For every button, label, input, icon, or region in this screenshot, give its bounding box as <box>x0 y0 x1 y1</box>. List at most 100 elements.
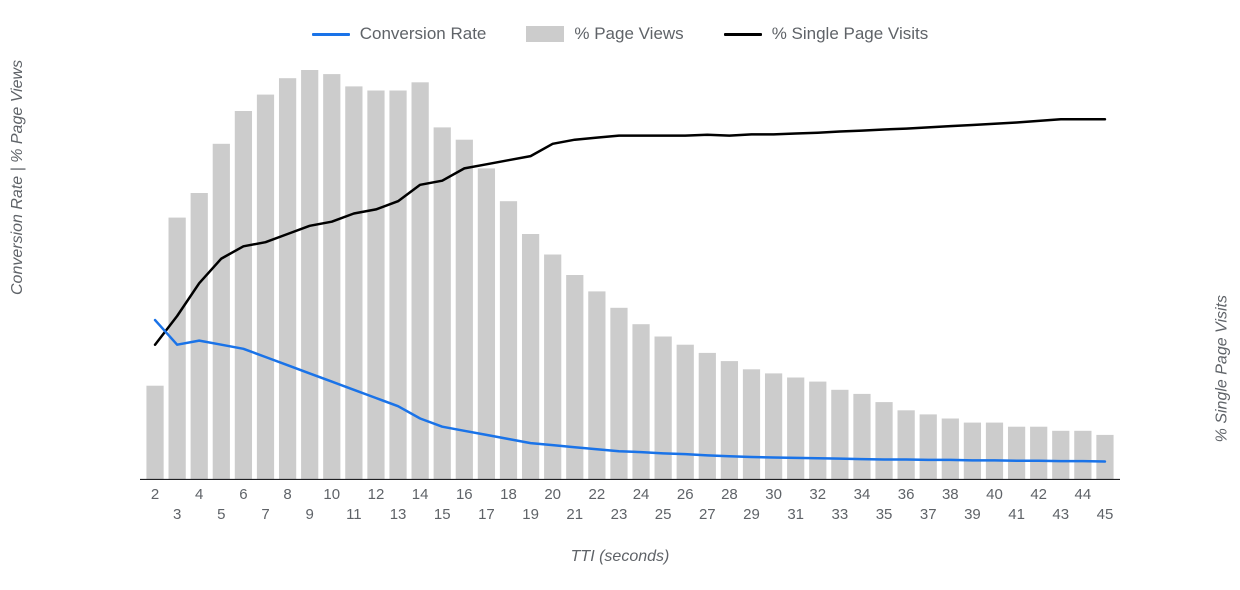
x-tick-label: 38 <box>942 486 959 503</box>
bar <box>1074 431 1091 480</box>
y-axis-label-left: Conversion Rate | % Page Views <box>9 60 27 295</box>
x-tick-label: 45 <box>1097 506 1114 523</box>
legend-label: % Single Page Visits <box>772 24 929 44</box>
x-tick-label: 18 <box>500 486 517 503</box>
x-tick-label: 10 <box>323 486 340 503</box>
bar <box>765 373 782 480</box>
x-tick-label: 21 <box>566 506 583 523</box>
bar <box>301 70 318 480</box>
bar <box>1030 427 1047 480</box>
x-tick-label: 34 <box>854 486 871 503</box>
bar <box>809 382 826 480</box>
x-tick-label: 43 <box>1052 506 1069 523</box>
bar <box>898 410 915 480</box>
x-tick-label: 25 <box>655 506 672 523</box>
bar <box>875 402 892 480</box>
line-conversion-rate <box>155 320 1105 461</box>
x-tick-label: 4 <box>195 486 203 503</box>
legend-swatch-box <box>526 26 564 42</box>
bar <box>721 361 738 480</box>
tti-conversion-chart: Conversion Rate % Page Views % Single Page… <box>0 0 1240 590</box>
x-tick-label: 32 <box>809 486 826 503</box>
x-tick-label: 37 <box>920 506 937 523</box>
x-tick-label: 19 <box>522 506 539 523</box>
x-tick-label: 39 <box>964 506 981 523</box>
bar <box>1008 427 1025 480</box>
x-tick-label: 24 <box>633 486 650 503</box>
bar <box>1096 435 1113 480</box>
bar <box>279 78 296 480</box>
x-tick-label: 14 <box>412 486 429 503</box>
x-axis-ticks: 2345678910111213141516171819202122232425… <box>140 486 1120 530</box>
bar <box>588 291 605 480</box>
x-tick-label: 6 <box>239 486 247 503</box>
legend-item: % Page Views <box>526 24 683 44</box>
bar <box>699 353 716 480</box>
bar <box>632 324 649 480</box>
x-tick-label: 16 <box>456 486 473 503</box>
bar <box>610 308 627 480</box>
x-tick-label: 23 <box>611 506 628 523</box>
y-axis-label-right: % Single Page Visits <box>1213 295 1231 442</box>
x-tick-label: 35 <box>876 506 893 523</box>
plot-area <box>140 70 1120 480</box>
x-tick-label: 36 <box>898 486 915 503</box>
x-tick-label: 17 <box>478 506 495 523</box>
x-tick-label: 5 <box>217 506 225 523</box>
chart-svg <box>140 70 1120 480</box>
x-tick-label: 3 <box>173 506 181 523</box>
x-tick-label: 2 <box>151 486 159 503</box>
bar <box>345 86 362 480</box>
bar <box>1052 431 1069 480</box>
bar <box>213 144 230 480</box>
x-tick-label: 20 <box>544 486 561 503</box>
bar <box>146 386 163 480</box>
x-tick-label: 9 <box>306 506 314 523</box>
x-tick-label: 42 <box>1030 486 1047 503</box>
x-tick-label: 27 <box>699 506 716 523</box>
x-tick-label: 44 <box>1075 486 1092 503</box>
bar <box>677 345 694 480</box>
x-tick-label: 8 <box>283 486 291 503</box>
legend-swatch-line <box>312 33 350 36</box>
bar <box>235 111 252 480</box>
x-tick-label: 41 <box>1008 506 1025 523</box>
x-tick-label: 31 <box>787 506 804 523</box>
x-tick-label: 28 <box>721 486 738 503</box>
bar <box>964 423 981 480</box>
x-tick-label: 22 <box>589 486 606 503</box>
legend-item: Conversion Rate <box>312 24 487 44</box>
bar <box>853 394 870 480</box>
legend-label: Conversion Rate <box>360 24 487 44</box>
x-tick-label: 13 <box>390 506 407 523</box>
x-axis-label: TTI (seconds) <box>0 548 1240 566</box>
legend: Conversion Rate % Page Views % Single Page… <box>0 24 1240 44</box>
bar <box>743 369 760 480</box>
x-tick-label: 40 <box>986 486 1003 503</box>
legend-swatch-line <box>724 33 762 36</box>
bar <box>986 423 1003 480</box>
x-tick-label: 26 <box>677 486 694 503</box>
bar <box>566 275 583 480</box>
bar <box>942 419 959 481</box>
x-tick-label: 29 <box>743 506 760 523</box>
legend-label: % Page Views <box>574 24 683 44</box>
bar <box>191 193 208 480</box>
x-tick-label: 7 <box>261 506 269 523</box>
bar <box>323 74 340 480</box>
bar <box>389 91 406 481</box>
bar <box>169 218 186 480</box>
x-tick-label: 15 <box>434 506 451 523</box>
x-tick-label: 33 <box>832 506 849 523</box>
legend-item: % Single Page Visits <box>724 24 929 44</box>
bar <box>655 337 672 481</box>
bar <box>257 95 274 480</box>
bar <box>920 414 937 480</box>
bar <box>787 378 804 481</box>
bar <box>367 91 384 481</box>
x-tick-label: 30 <box>765 486 782 503</box>
x-tick-label: 12 <box>368 486 385 503</box>
bar <box>831 390 848 480</box>
line-single-page-visits <box>155 119 1105 345</box>
x-tick-label: 11 <box>346 506 362 523</box>
